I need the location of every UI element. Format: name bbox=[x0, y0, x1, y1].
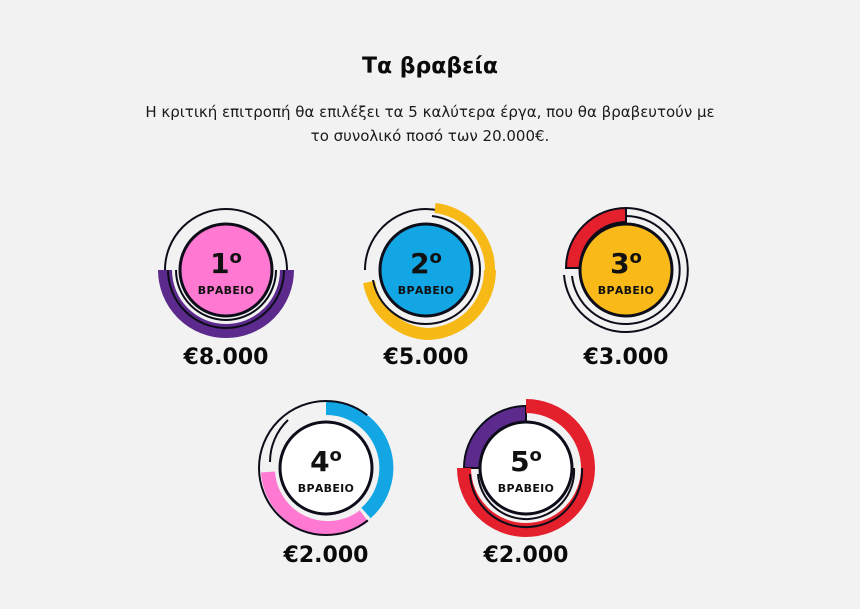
prize-card-2: 2ο ΒΡΑΒΕΙΟ €5.000 bbox=[346, 200, 506, 400]
prize-card-5: 5ο ΒΡΑΒΕΙΟ €2.000 bbox=[446, 398, 606, 598]
prize-badge-2 bbox=[363, 203, 496, 341]
prize-badge-5 bbox=[457, 399, 595, 537]
prize-amount-3: €3.000 bbox=[583, 345, 669, 370]
prize-amount-1: €8.000 bbox=[183, 345, 269, 370]
prize-badge-1 bbox=[158, 208, 294, 338]
section-title: Τα βραβεία bbox=[361, 54, 499, 79]
section-subtitle: Η κριτική επιτροπή θα επιλέξει τα 5 καλύ… bbox=[145, 103, 715, 145]
prize-card-4: 4ο ΒΡΑΒΕΙΟ €2.000 bbox=[246, 398, 406, 598]
prize-badge-3 bbox=[563, 206, 689, 333]
prize-badge-4 bbox=[258, 400, 394, 536]
prize-amount-4: €2.000 bbox=[283, 543, 369, 568]
prize-amount-2: €5.000 bbox=[383, 345, 469, 370]
prize-card-3: 3ο ΒΡΑΒΕΙΟ €3.000 bbox=[546, 200, 706, 400]
prize-amount-5: €2.000 bbox=[483, 543, 569, 568]
prize-card-1: 1ο ΒΡΑΒΕΙΟ €8.000 bbox=[146, 200, 306, 400]
